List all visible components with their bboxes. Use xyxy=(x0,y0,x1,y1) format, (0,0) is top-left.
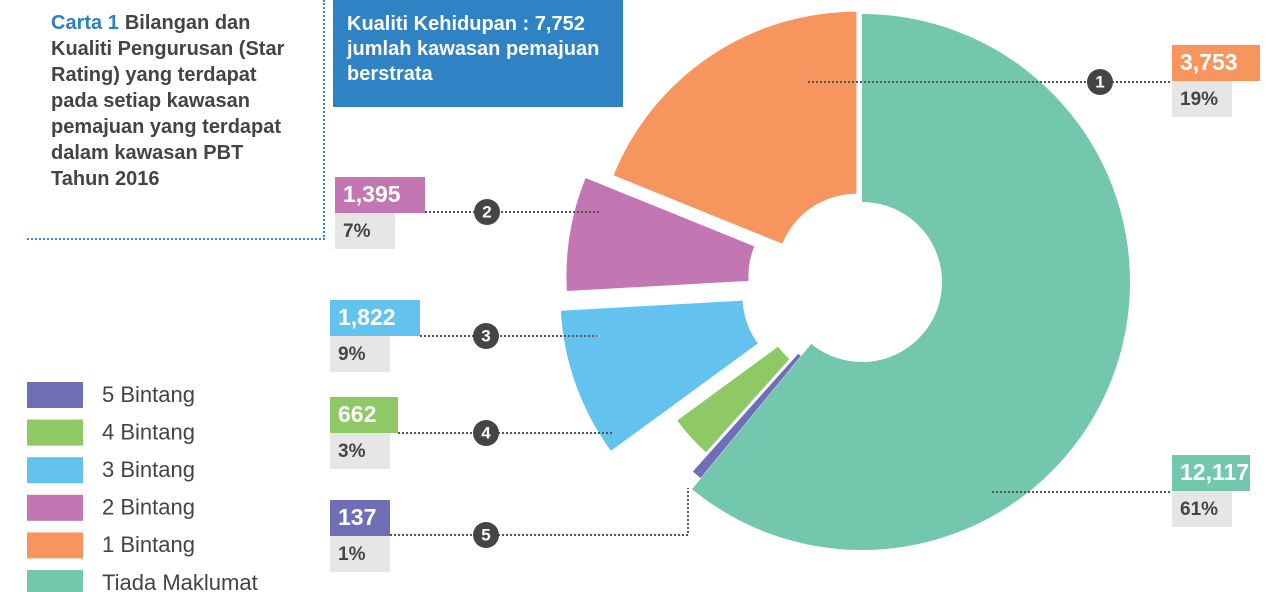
percent-label: 19% xyxy=(1180,89,1218,110)
legend-label: 1 Bintang xyxy=(102,532,195,557)
annotation: Kualiti Kehidupan : 7,752 jumlah kawasan… xyxy=(333,0,623,107)
donut-slice xyxy=(613,11,857,244)
value-label: 3,753 xyxy=(1180,49,1238,75)
callout-marker xyxy=(473,323,499,349)
value-label: 1,395 xyxy=(343,181,401,207)
legend-swatch xyxy=(27,457,83,484)
value-label-box xyxy=(335,177,425,213)
chart-title: Bilangan dan Kualiti Pengurusan (Star Ra… xyxy=(51,12,285,190)
percent-label: 3% xyxy=(338,441,366,462)
legend-label: 2 Bintang xyxy=(102,495,195,520)
donut-slice xyxy=(566,178,755,292)
donut-slice xyxy=(692,353,801,479)
value-label-box xyxy=(330,500,390,536)
donut-slice xyxy=(560,300,758,451)
percent-label-box xyxy=(1172,491,1232,527)
callout-number: 5 xyxy=(481,525,490,544)
percent-label: 7% xyxy=(343,221,371,242)
value-label: 1,822 xyxy=(338,304,396,330)
title-prefix: Carta 1 xyxy=(51,12,119,34)
legend-swatch xyxy=(27,532,83,559)
percent-label: 61% xyxy=(1180,499,1218,520)
percent-label: 1% xyxy=(338,544,366,565)
callout-number: 4 xyxy=(481,423,491,442)
percent-label-box xyxy=(330,536,390,572)
legend-swatch xyxy=(27,419,83,446)
value-label-box xyxy=(1172,455,1250,491)
leader-line xyxy=(390,488,689,536)
legend-label: 3 Bintang xyxy=(102,457,195,482)
callout-number: 1 xyxy=(1095,72,1104,91)
value-label-box xyxy=(1172,45,1260,81)
legend-swatch xyxy=(27,382,83,408)
callout-number: 3 xyxy=(481,326,490,345)
callout-marker xyxy=(473,522,499,548)
percent-label: 9% xyxy=(338,344,366,365)
chart-title-box: Carta 1 Bilangan dan Kualiti Pengurusan (… xyxy=(27,0,325,240)
legend-label: Tiada Maklumat xyxy=(102,570,258,592)
percent-label-box xyxy=(330,336,390,372)
value-label-box xyxy=(330,300,420,336)
percent-label-box xyxy=(1172,81,1232,117)
donut-slice xyxy=(677,346,790,453)
value-label: 137 xyxy=(338,504,376,530)
callout-marker xyxy=(473,420,499,446)
callout-number: 2 xyxy=(482,202,491,221)
legend-label: 4 Bintang xyxy=(102,419,195,444)
value-label: 12,117 xyxy=(1180,459,1249,485)
donut-slice xyxy=(692,14,1131,551)
legend-swatch xyxy=(27,570,83,592)
value-label: 662 xyxy=(338,401,376,427)
percent-label-box xyxy=(330,433,390,469)
legend-label: 5 Bintang xyxy=(102,382,195,407)
legend-swatch xyxy=(27,494,83,521)
value-label-box xyxy=(330,397,398,433)
percent-label-box xyxy=(335,213,395,249)
callout-marker xyxy=(474,199,500,225)
callout-marker xyxy=(1087,69,1113,95)
